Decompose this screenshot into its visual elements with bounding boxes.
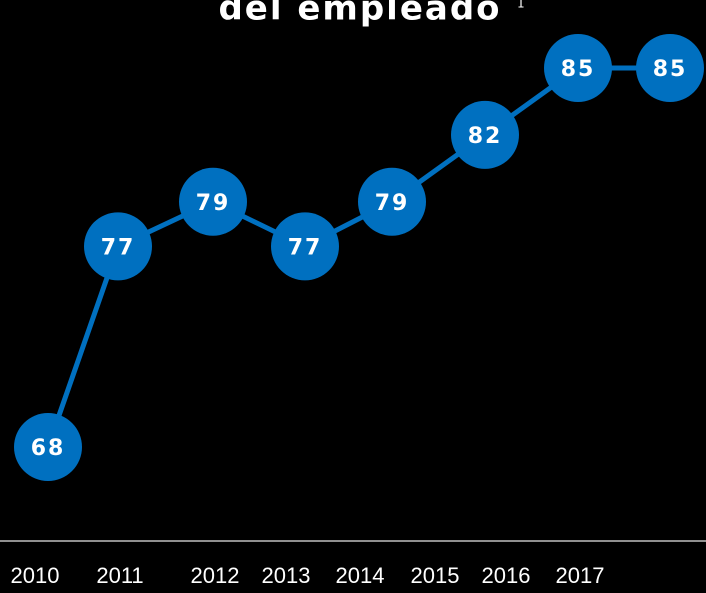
data-label: 79 [196, 191, 231, 216]
x-tick-label: 2012 [191, 563, 240, 588]
icon [633, 2, 687, 42]
data-label: 85 [653, 57, 688, 82]
point [544, 34, 612, 102]
x-tick-label: 2010 [11, 563, 60, 588]
chart-title: del empleado [218, 0, 501, 29]
point [179, 167, 247, 236]
data-label: 85 [561, 57, 596, 82]
x-tick-label: 2016 [482, 563, 531, 588]
data-label: 77 [288, 235, 323, 260]
x-tick-label: 2017 [556, 563, 605, 588]
point [84, 212, 152, 281]
data-label: 82 [468, 124, 503, 149]
title-note: 1 [517, 0, 525, 11]
x-tick-label: 2013 [262, 563, 311, 588]
point [14, 413, 82, 481]
point [358, 167, 426, 236]
x-tick-label: 2014 [336, 563, 385, 588]
x-tick-label: 2011 [96, 563, 143, 588]
data-label: 68 [31, 436, 66, 461]
point [451, 100, 519, 169]
point [271, 212, 339, 281]
point [636, 34, 704, 102]
x-tick-label: 2015 [411, 563, 460, 588]
data-label: 79 [375, 191, 410, 216]
data-label: 77 [101, 235, 136, 260]
